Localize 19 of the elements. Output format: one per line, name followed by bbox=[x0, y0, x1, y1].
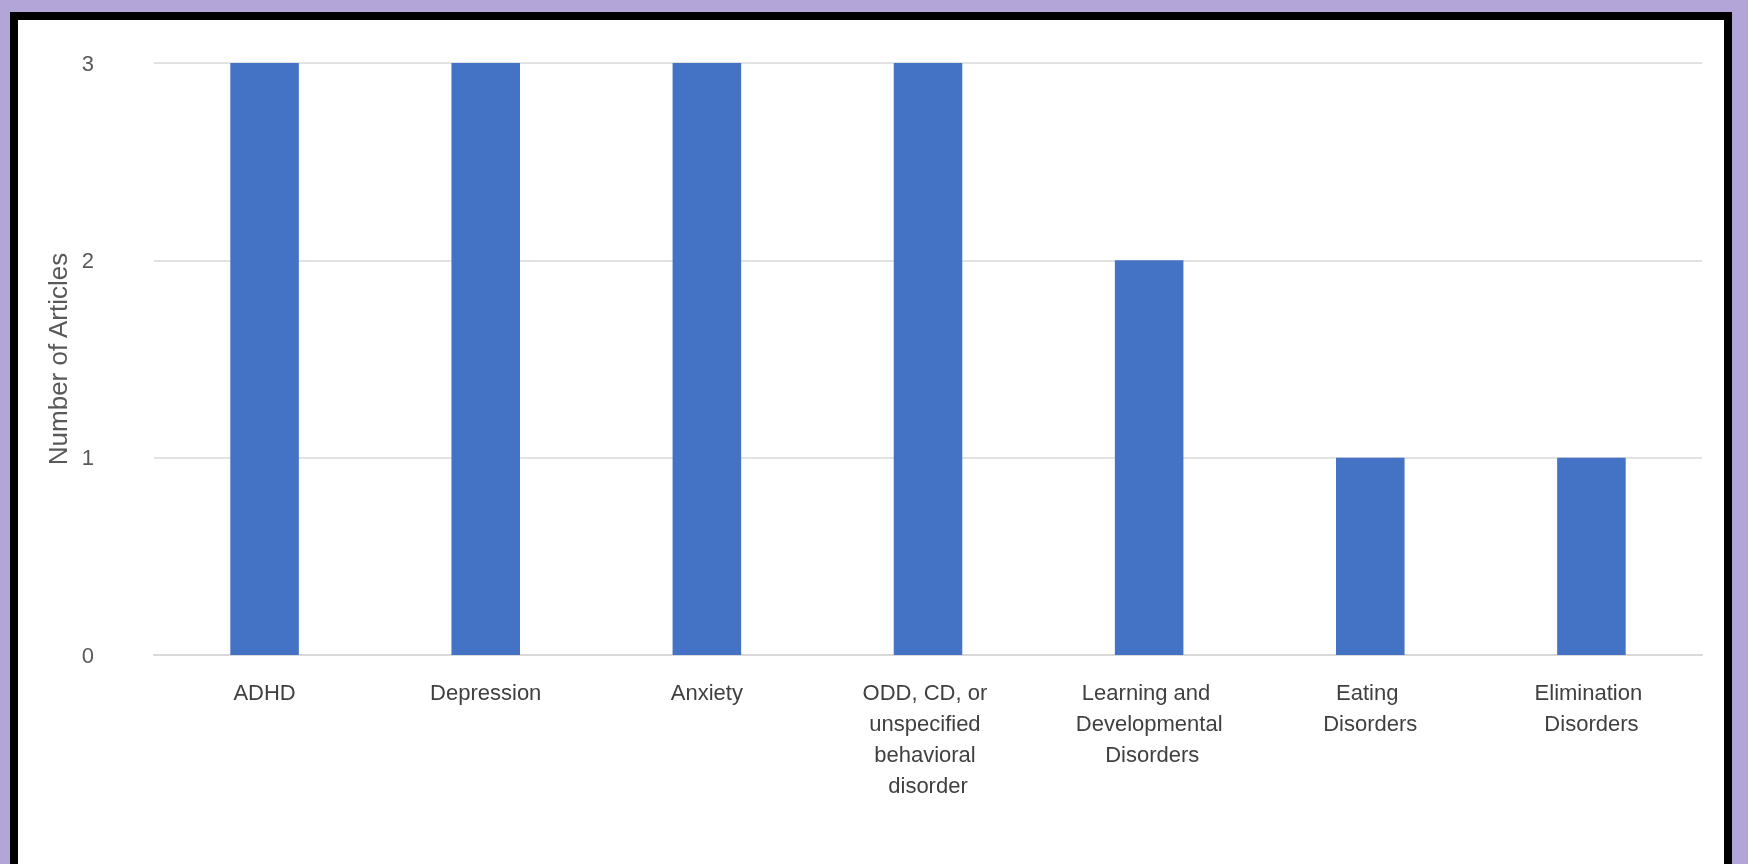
y-tick-label: 0 bbox=[81, 642, 94, 668]
x-tick-label: Depression bbox=[430, 680, 542, 705]
x-tick-label: Learning and Developmental Disorders bbox=[1075, 680, 1223, 767]
y-axis-title: Number of Articles bbox=[42, 252, 73, 466]
y-tick-label: 2 bbox=[81, 247, 94, 273]
bar bbox=[893, 63, 963, 655]
y-tick-label: 1 bbox=[81, 445, 94, 471]
bar bbox=[672, 63, 742, 655]
x-tick-label: ODD, CD, or unspecified behavioral disorder bbox=[862, 680, 994, 798]
x-tick-label: ADHD bbox=[233, 680, 296, 705]
bar bbox=[1336, 457, 1405, 655]
y-tick-label: 3 bbox=[81, 50, 94, 76]
bar bbox=[1114, 260, 1184, 655]
x-tick-label: Elimination Disorders bbox=[1534, 680, 1649, 736]
bar bbox=[230, 63, 299, 655]
bar bbox=[1557, 457, 1626, 655]
x-tick-label: Eating Disorders bbox=[1323, 680, 1418, 736]
bar bbox=[451, 63, 520, 655]
x-tick-label: Anxiety bbox=[670, 680, 743, 705]
